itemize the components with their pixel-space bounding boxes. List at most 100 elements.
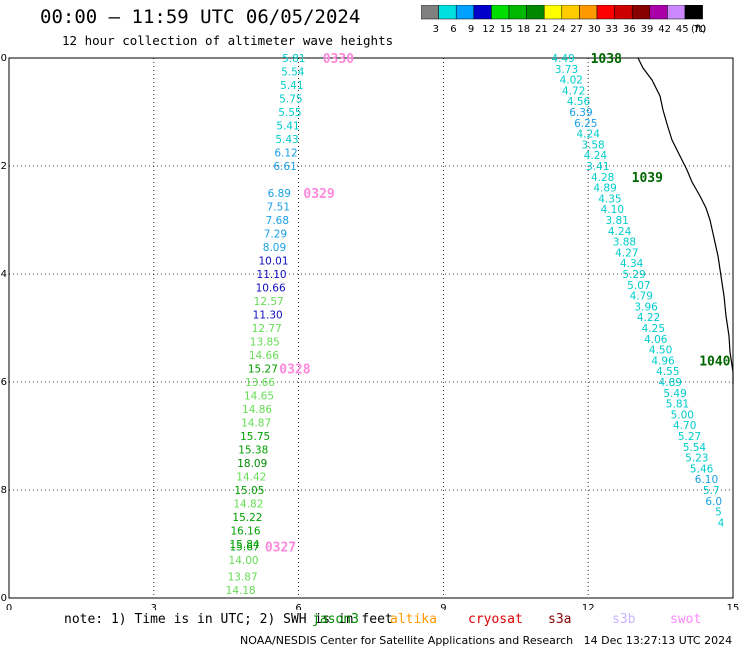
swh-point-jason3: 4.10	[601, 204, 624, 216]
swh-point-jason3: 3.58	[581, 139, 604, 151]
legend-label-70: 70	[693, 24, 706, 35]
legend-unit: (ft)	[691, 24, 706, 35]
swh-point-swot: 14.86	[242, 404, 272, 416]
swh-point-swot: 14.42	[236, 472, 266, 484]
swh-point-swot: 7.51	[267, 202, 290, 214]
swh-point-jason3: 3.41	[586, 161, 609, 173]
wave-height-chart: 03691215-30-28-26-24-22-205.815.545.415.…	[0, 52, 740, 610]
swh-point-swot: 5.55	[278, 107, 301, 119]
swh-point-swot: 5.54	[281, 67, 305, 79]
color-legend: 3 6 9 12 15 18 21 24 27 30 33 36 39 42 45 70(ft)	[421, 5, 706, 35]
legend-label-15: 15	[500, 24, 513, 35]
swh-point-swot: 10.66	[256, 283, 286, 295]
swh-point-jason3: 4.24	[577, 129, 601, 141]
swh-point-jason3: 3.88	[613, 237, 636, 249]
pass-time-label: 0327	[265, 541, 296, 556]
swh-point-jason3: 4.34	[620, 258, 644, 270]
swh-point-swot: 15.75	[240, 431, 270, 443]
legend-label-27: 27	[570, 24, 583, 35]
swh-point-swot: 6.89	[268, 188, 291, 200]
swh-point-jason3: 5.00	[671, 409, 694, 421]
swh-point-jason3: 4.02	[560, 75, 583, 87]
swh-point-swot: 5.41	[280, 80, 303, 92]
swh-point-swot: 14.18	[226, 585, 256, 597]
swh-point-swot: 7.29	[264, 229, 287, 241]
swh-point-swot: 11.10	[257, 269, 287, 281]
y-tick-label: -22	[0, 161, 7, 172]
x-tick-label: 3	[151, 603, 157, 610]
swh-point-jason3: 5.54	[683, 442, 707, 454]
y-tick-label: -30	[0, 593, 7, 604]
legend-label-6: 6	[450, 24, 456, 35]
legend-label-39: 39	[641, 24, 654, 35]
mission-altika: altika	[390, 612, 437, 627]
swh-point-swot: 13.87	[228, 571, 258, 583]
x-tick-label: 15	[727, 603, 740, 610]
legend-label-9: 9	[468, 24, 474, 35]
swh-point-swot: 14.87	[241, 418, 271, 430]
swh-point-swot: 16.16	[230, 526, 260, 538]
legend-swatch-70	[684, 5, 703, 20]
swh-point-jason3: 4.49	[551, 53, 574, 65]
swh-point-jason3: 5.49	[663, 388, 686, 400]
mission-s3a: s3a	[548, 612, 572, 627]
swh-point-swot: 5.81	[282, 53, 305, 65]
pass-time-label: 0330	[323, 52, 354, 67]
swh-point-swot: 15.27	[248, 364, 278, 376]
x-tick-label: 9	[440, 603, 446, 610]
swh-point-swot: 13.85	[250, 337, 280, 349]
swh-point-jason3: 4.25	[642, 323, 665, 335]
page-title: 00:00 — 11:59 UTC 06/05/2024	[40, 6, 361, 28]
swh-point-jason3: 4.89	[659, 377, 682, 389]
swh-point-swot: 15.22	[232, 512, 262, 524]
legend-label-12: 12	[482, 24, 495, 35]
swh-point-jason3: 4.28	[591, 172, 614, 184]
swh-point-swot: 14.00	[229, 555, 259, 567]
pass-time-label: 1040	[699, 354, 730, 369]
swh-point-swot: 5.41	[276, 121, 299, 133]
swh-point-jason3: 5.29	[622, 269, 645, 281]
legend-label-24: 24	[553, 24, 566, 35]
swh-point-swot: 5.75	[279, 94, 302, 106]
swh-point-jason3: 6.25	[574, 118, 597, 130]
swh-point-swot: 5.43	[275, 134, 298, 146]
mission-swot: swot	[670, 612, 702, 627]
legend-label-18: 18	[517, 24, 530, 35]
swh-point-jason3: 5.27	[678, 431, 701, 443]
x-tick-label: 6	[295, 603, 301, 610]
swh-point-jason3: 5	[715, 507, 722, 519]
legend-label-21: 21	[535, 24, 548, 35]
swh-point-swot: 15.84	[230, 539, 260, 551]
swh-point-swot: 12.57	[254, 296, 284, 308]
swh-point-swot: 12.77	[252, 323, 282, 335]
swh-point-jason3: 4.56	[567, 96, 591, 108]
swh-point-jason3: 3.96	[634, 301, 658, 313]
pass-time-label: 0328	[279, 363, 310, 378]
swh-point-swot: 7.68	[266, 215, 289, 227]
swh-point-jason3: 4.89	[593, 183, 616, 195]
legend-label-3: 3	[433, 24, 439, 35]
swh-point-jason3: 4.50	[649, 345, 672, 357]
swh-point-swot: 6.12	[274, 148, 297, 160]
pass-time-label: 1039	[632, 171, 663, 186]
swh-point-jason3: 4.27	[615, 247, 638, 259]
swh-point-jason3: 3.73	[555, 64, 578, 76]
swh-point-jason3: 4.79	[630, 291, 653, 303]
swh-point-jason3: 6.39	[569, 107, 592, 119]
swh-point-jason3: 5.46	[690, 463, 714, 475]
y-tick-label: -26	[0, 377, 7, 388]
y-tick-label: -28	[0, 485, 7, 496]
page-subtitle: 12 hour collection of altimeter wave hei…	[62, 33, 394, 48]
footer-note: note: 1) Time is in UTC; 2) SWH is in fe…	[64, 612, 393, 627]
swh-point-jason3: 4.70	[673, 420, 696, 432]
swh-point-jason3: 5.07	[627, 280, 650, 292]
swh-point-jason3: 4.55	[656, 366, 679, 378]
swh-point-jason3: 3.81	[605, 215, 628, 227]
swh-point-swot: 15.67	[230, 542, 260, 554]
swh-point-jason3: 5.23	[685, 453, 708, 465]
credit-line: NOAA/NESDIS Center for Satellite Applica…	[240, 634, 733, 647]
swh-point-swot: 14.82	[233, 499, 263, 511]
swh-point-jason3: 5.7	[703, 485, 720, 497]
mission-s3b: s3b	[612, 612, 636, 627]
plot-frame	[8, 57, 734, 599]
